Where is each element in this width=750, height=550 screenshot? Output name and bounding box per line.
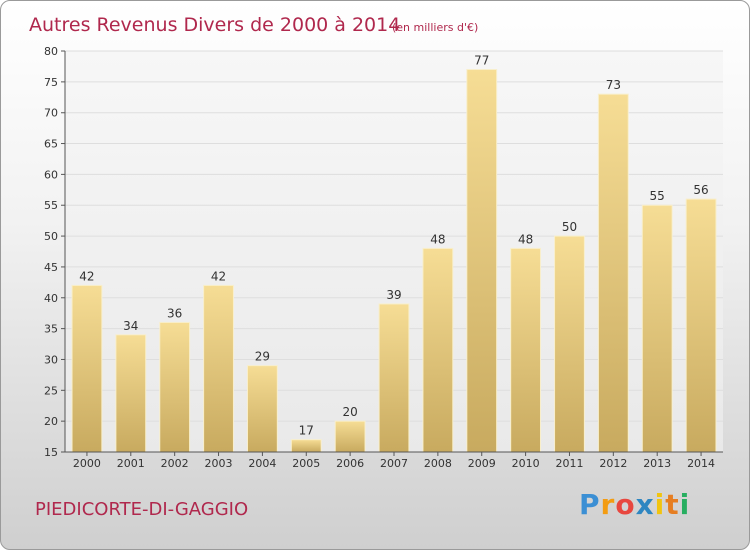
bars: 42 34 36 42 29 17 20 39 48 77 48 50 73 55 56 <box>71 54 717 453</box>
logo-letter: i <box>679 488 691 521</box>
x-tick-label: 2011 <box>555 457 583 470</box>
x-tick-label: 2012 <box>599 457 627 470</box>
x-tick-label: 2006 <box>336 457 364 470</box>
value-label: 34 <box>123 319 138 333</box>
value-label: 56 <box>693 183 708 197</box>
value-label: 29 <box>255 350 270 364</box>
x-tick-label: 2005 <box>292 457 320 470</box>
y-tick-label: 80 <box>44 45 58 58</box>
bar-2012 <box>597 93 629 453</box>
y-tick-label: 35 <box>44 323 58 336</box>
bar-2000 <box>71 284 103 453</box>
x-tick-label: 2013 <box>643 457 671 470</box>
value-label: 48 <box>518 232 533 246</box>
value-label: 48 <box>430 232 445 246</box>
x-tick-label: 2009 <box>468 457 496 470</box>
y-tick-label: 45 <box>44 261 58 274</box>
value-label: 17 <box>299 424 314 438</box>
value-label: 77 <box>474 54 489 68</box>
value-label: 20 <box>342 405 357 419</box>
bar-2007 <box>378 303 410 453</box>
y-tick-label: 70 <box>44 107 58 120</box>
bar-2013 <box>641 204 673 453</box>
bar-2002 <box>159 321 191 453</box>
x-tick-label: 2002 <box>161 457 189 470</box>
value-label: 50 <box>562 220 577 234</box>
y-tick-label: 25 <box>44 384 58 397</box>
bar-2006 <box>334 420 366 453</box>
value-label: 73 <box>606 78 621 92</box>
commune-name: PIEDICORTE-DI-GAGGIO <box>35 499 248 520</box>
x-tick-label: 2014 <box>687 457 715 470</box>
x-tick-label: 2004 <box>248 457 276 470</box>
x-tick-label: 2000 <box>73 457 101 470</box>
y-tick-label: 60 <box>44 168 58 181</box>
x-tick-label: 2010 <box>512 457 540 470</box>
y-tick-label: 40 <box>44 292 58 305</box>
value-label: 42 <box>211 269 226 283</box>
bar-2009 <box>466 69 498 453</box>
value-label: 42 <box>79 269 94 283</box>
bar-2014 <box>685 198 717 453</box>
logo-letter: x <box>635 488 655 521</box>
value-label: 36 <box>167 306 182 320</box>
y-tick-label: 55 <box>44 199 58 212</box>
bar-2004 <box>246 365 278 453</box>
y-tick-label: 50 <box>44 230 58 243</box>
y-tick-label: 30 <box>44 353 58 366</box>
chart-subtitle: (en milliers d'€) <box>392 21 478 34</box>
x-tick-label: 2008 <box>424 457 452 470</box>
bar-2003 <box>203 284 234 453</box>
value-label: 39 <box>386 288 401 302</box>
chart-title: Autres Revenus Divers de 2000 à 2014 <box>29 14 400 36</box>
bar-2005 <box>290 439 322 453</box>
bar-2008 <box>422 247 454 453</box>
bar-2010 <box>510 247 542 453</box>
y-tick-label: 20 <box>44 415 58 428</box>
y-tick-label: 65 <box>44 138 58 151</box>
bar-2011 <box>554 235 585 453</box>
logo-letter: o <box>615 488 636 521</box>
logo-letter: t <box>665 488 680 521</box>
value-label: 55 <box>650 189 665 203</box>
logo-letter: P <box>579 488 601 521</box>
bar-2001 <box>115 334 147 453</box>
logo-letter: r <box>600 488 616 521</box>
x-tick-label: 2001 <box>117 457 145 470</box>
y-tick-label: 15 <box>44 446 58 459</box>
x-tick-label: 2003 <box>205 457 233 470</box>
logo-letter: i <box>654 488 666 521</box>
axes: 15 20 25 30 35 40 45 50 55 60 65 70 75 80 2000 2001 2002… <box>44 45 723 470</box>
y-tick-label: 75 <box>44 76 58 89</box>
x-tick-label: 2007 <box>380 457 408 470</box>
proxiti-logo: Proxiti <box>579 488 690 521</box>
